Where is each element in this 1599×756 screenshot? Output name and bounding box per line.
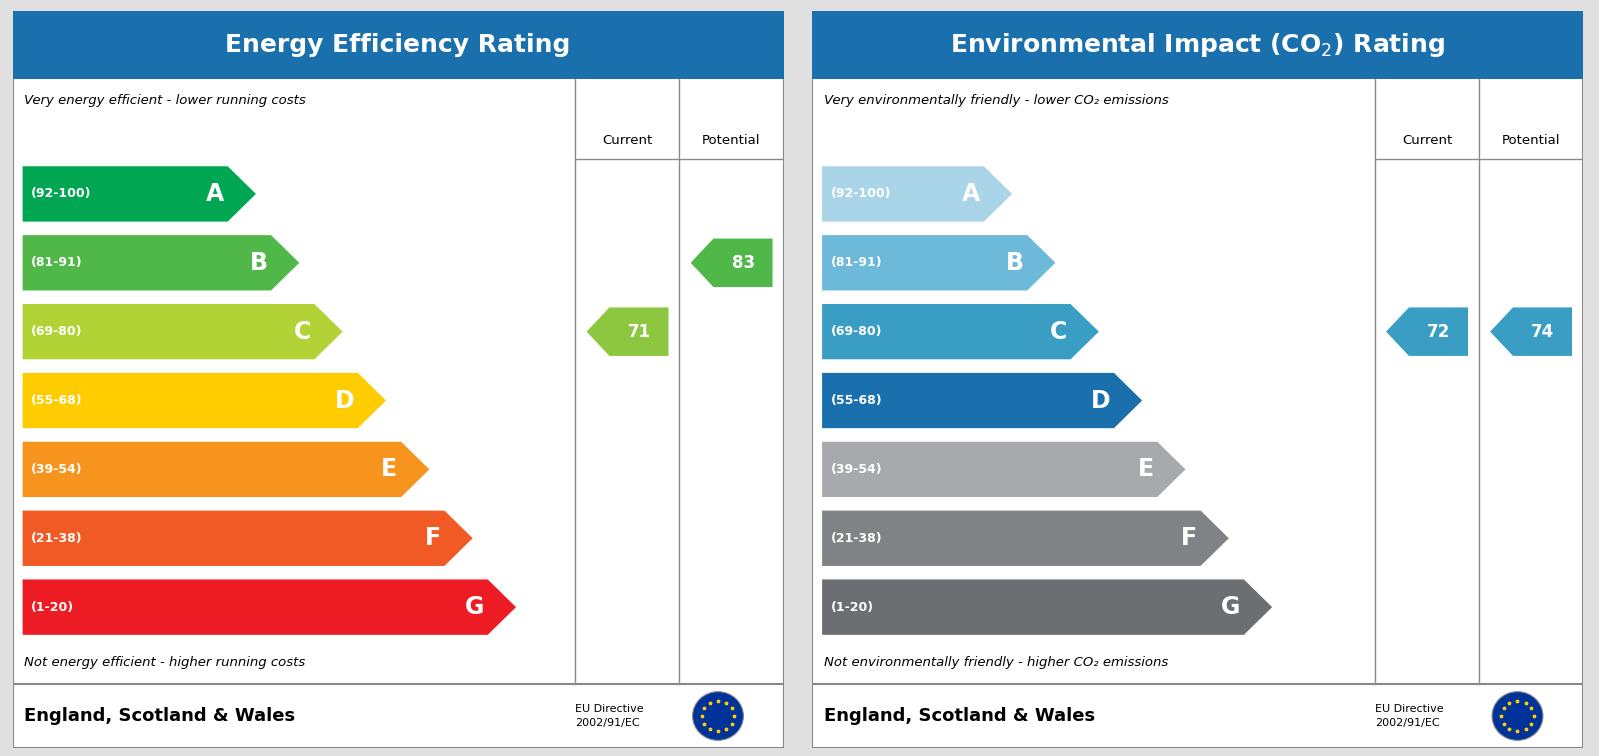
Polygon shape	[822, 372, 1143, 429]
Text: G: G	[465, 595, 484, 619]
Text: EU Directive
2002/91/EC: EU Directive 2002/91/EC	[1375, 705, 1444, 727]
Text: England, Scotland & Wales: England, Scotland & Wales	[24, 707, 296, 725]
Text: Very energy efficient - lower running costs: Very energy efficient - lower running co…	[24, 94, 305, 107]
Text: Environmental Impact (CO$_2$) Rating: Environmental Impact (CO$_2$) Rating	[950, 31, 1445, 59]
Text: Current: Current	[603, 134, 652, 147]
Polygon shape	[822, 234, 1057, 291]
Polygon shape	[22, 166, 257, 222]
Polygon shape	[22, 442, 430, 497]
Text: (39-54): (39-54)	[32, 463, 83, 476]
Text: Not energy efficient - higher running costs: Not energy efficient - higher running co…	[24, 656, 305, 669]
Text: D: D	[1091, 389, 1110, 413]
Text: (21-38): (21-38)	[32, 531, 83, 545]
Text: A: A	[963, 182, 980, 206]
Text: E: E	[381, 457, 398, 482]
Polygon shape	[1385, 307, 1468, 357]
Text: (55-68): (55-68)	[831, 394, 883, 407]
Text: England, Scotland & Wales: England, Scotland & Wales	[823, 707, 1095, 725]
Polygon shape	[22, 234, 301, 291]
Text: (92-100): (92-100)	[32, 187, 91, 200]
Polygon shape	[22, 303, 344, 360]
Text: (92-100): (92-100)	[831, 187, 891, 200]
Text: G: G	[1222, 595, 1241, 619]
Text: B: B	[249, 251, 267, 274]
Text: (69-80): (69-80)	[32, 325, 83, 338]
Text: 74: 74	[1530, 323, 1554, 341]
Text: F: F	[1180, 526, 1198, 550]
Polygon shape	[1489, 307, 1572, 357]
Text: Not environmentally friendly - higher CO₂ emissions: Not environmentally friendly - higher CO…	[823, 656, 1169, 669]
Text: (69-80): (69-80)	[831, 325, 883, 338]
Text: F: F	[425, 526, 441, 550]
Text: (21-38): (21-38)	[831, 531, 883, 545]
Polygon shape	[689, 238, 772, 287]
Text: A: A	[206, 182, 224, 206]
Text: (55-68): (55-68)	[32, 394, 83, 407]
Text: Energy Efficiency Rating: Energy Efficiency Rating	[225, 33, 571, 57]
Polygon shape	[22, 579, 516, 635]
Polygon shape	[822, 442, 1186, 497]
Text: 83: 83	[732, 254, 755, 272]
Bar	[13, 11, 784, 79]
Circle shape	[1492, 692, 1543, 740]
Text: (39-54): (39-54)	[831, 463, 883, 476]
Text: D: D	[334, 389, 353, 413]
Text: EU Directive
2002/91/EC: EU Directive 2002/91/EC	[576, 705, 644, 727]
Polygon shape	[822, 579, 1273, 635]
Polygon shape	[22, 510, 473, 566]
Polygon shape	[822, 510, 1230, 566]
Text: (81-91): (81-91)	[831, 256, 883, 269]
Circle shape	[692, 692, 744, 740]
Text: C: C	[294, 320, 310, 344]
Polygon shape	[585, 307, 668, 357]
Text: B: B	[1006, 251, 1023, 274]
Text: Potential: Potential	[1501, 134, 1561, 147]
Bar	[812, 11, 1583, 79]
Text: Current: Current	[1402, 134, 1452, 147]
Text: E: E	[1137, 457, 1153, 482]
Polygon shape	[22, 372, 387, 429]
Text: C: C	[1049, 320, 1067, 344]
Text: Very environmentally friendly - lower CO₂ emissions: Very environmentally friendly - lower CO…	[823, 94, 1169, 107]
Text: (1-20): (1-20)	[831, 600, 875, 614]
Text: Potential: Potential	[702, 134, 761, 147]
Text: (1-20): (1-20)	[32, 600, 75, 614]
Text: 71: 71	[627, 323, 651, 341]
Polygon shape	[822, 303, 1100, 360]
Text: 72: 72	[1426, 323, 1450, 341]
Polygon shape	[822, 166, 1012, 222]
Text: (81-91): (81-91)	[32, 256, 83, 269]
